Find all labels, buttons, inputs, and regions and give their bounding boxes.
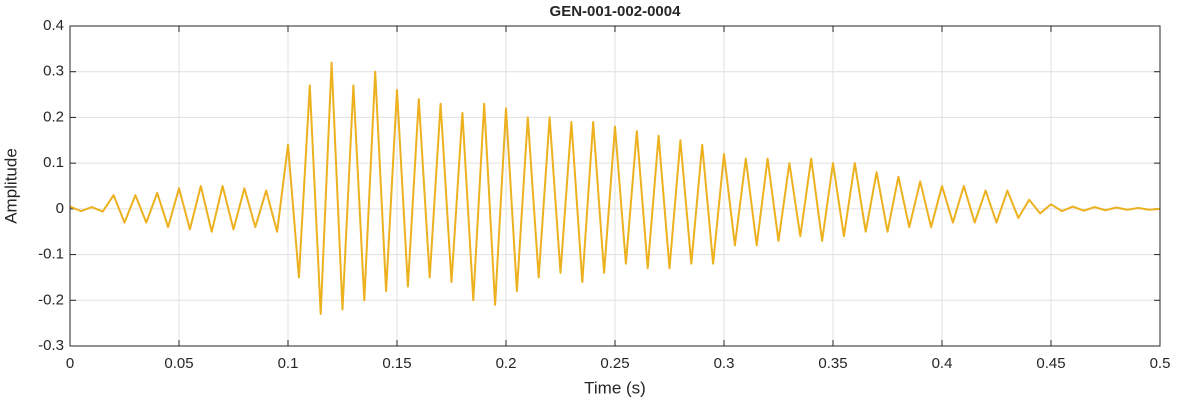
y-tick-label: -0.3 <box>38 337 64 354</box>
y-tick-label: 0.2 <box>43 108 64 125</box>
x-tick-label: 0.45 <box>1036 355 1065 372</box>
waveform-line <box>69 61 1161 315</box>
x-tick-label: 0.05 <box>164 355 193 372</box>
y-tick-label: 0.1 <box>43 154 64 171</box>
x-tick-label: 0.2 <box>496 355 517 372</box>
x-tick-label: 0.4 <box>932 355 953 372</box>
x-tick-label: 0.35 <box>818 355 847 372</box>
plot-frame <box>69 25 1161 347</box>
x-tick-label: 0.1 <box>278 355 299 372</box>
y-tick-label: 0.4 <box>43 17 64 34</box>
x-tick-label: 0.15 <box>382 355 411 372</box>
y-tick-label: -0.1 <box>38 246 64 263</box>
x-tick-label: 0 <box>66 355 74 372</box>
x-tick-label: 0.25 <box>600 355 629 372</box>
x-tick-label: 0.3 <box>714 355 735 372</box>
y-tick-label: -0.2 <box>38 291 64 308</box>
x-tick-label: 0.5 <box>1150 355 1171 372</box>
y-tick-label: 0.3 <box>43 63 64 80</box>
chart-title: GEN-001-002-0004 <box>550 3 682 20</box>
x-axis-label: Time (s) <box>584 378 646 397</box>
y-tick-label: 0 <box>56 200 64 217</box>
y-axis-label: Amplitude <box>1 148 20 224</box>
